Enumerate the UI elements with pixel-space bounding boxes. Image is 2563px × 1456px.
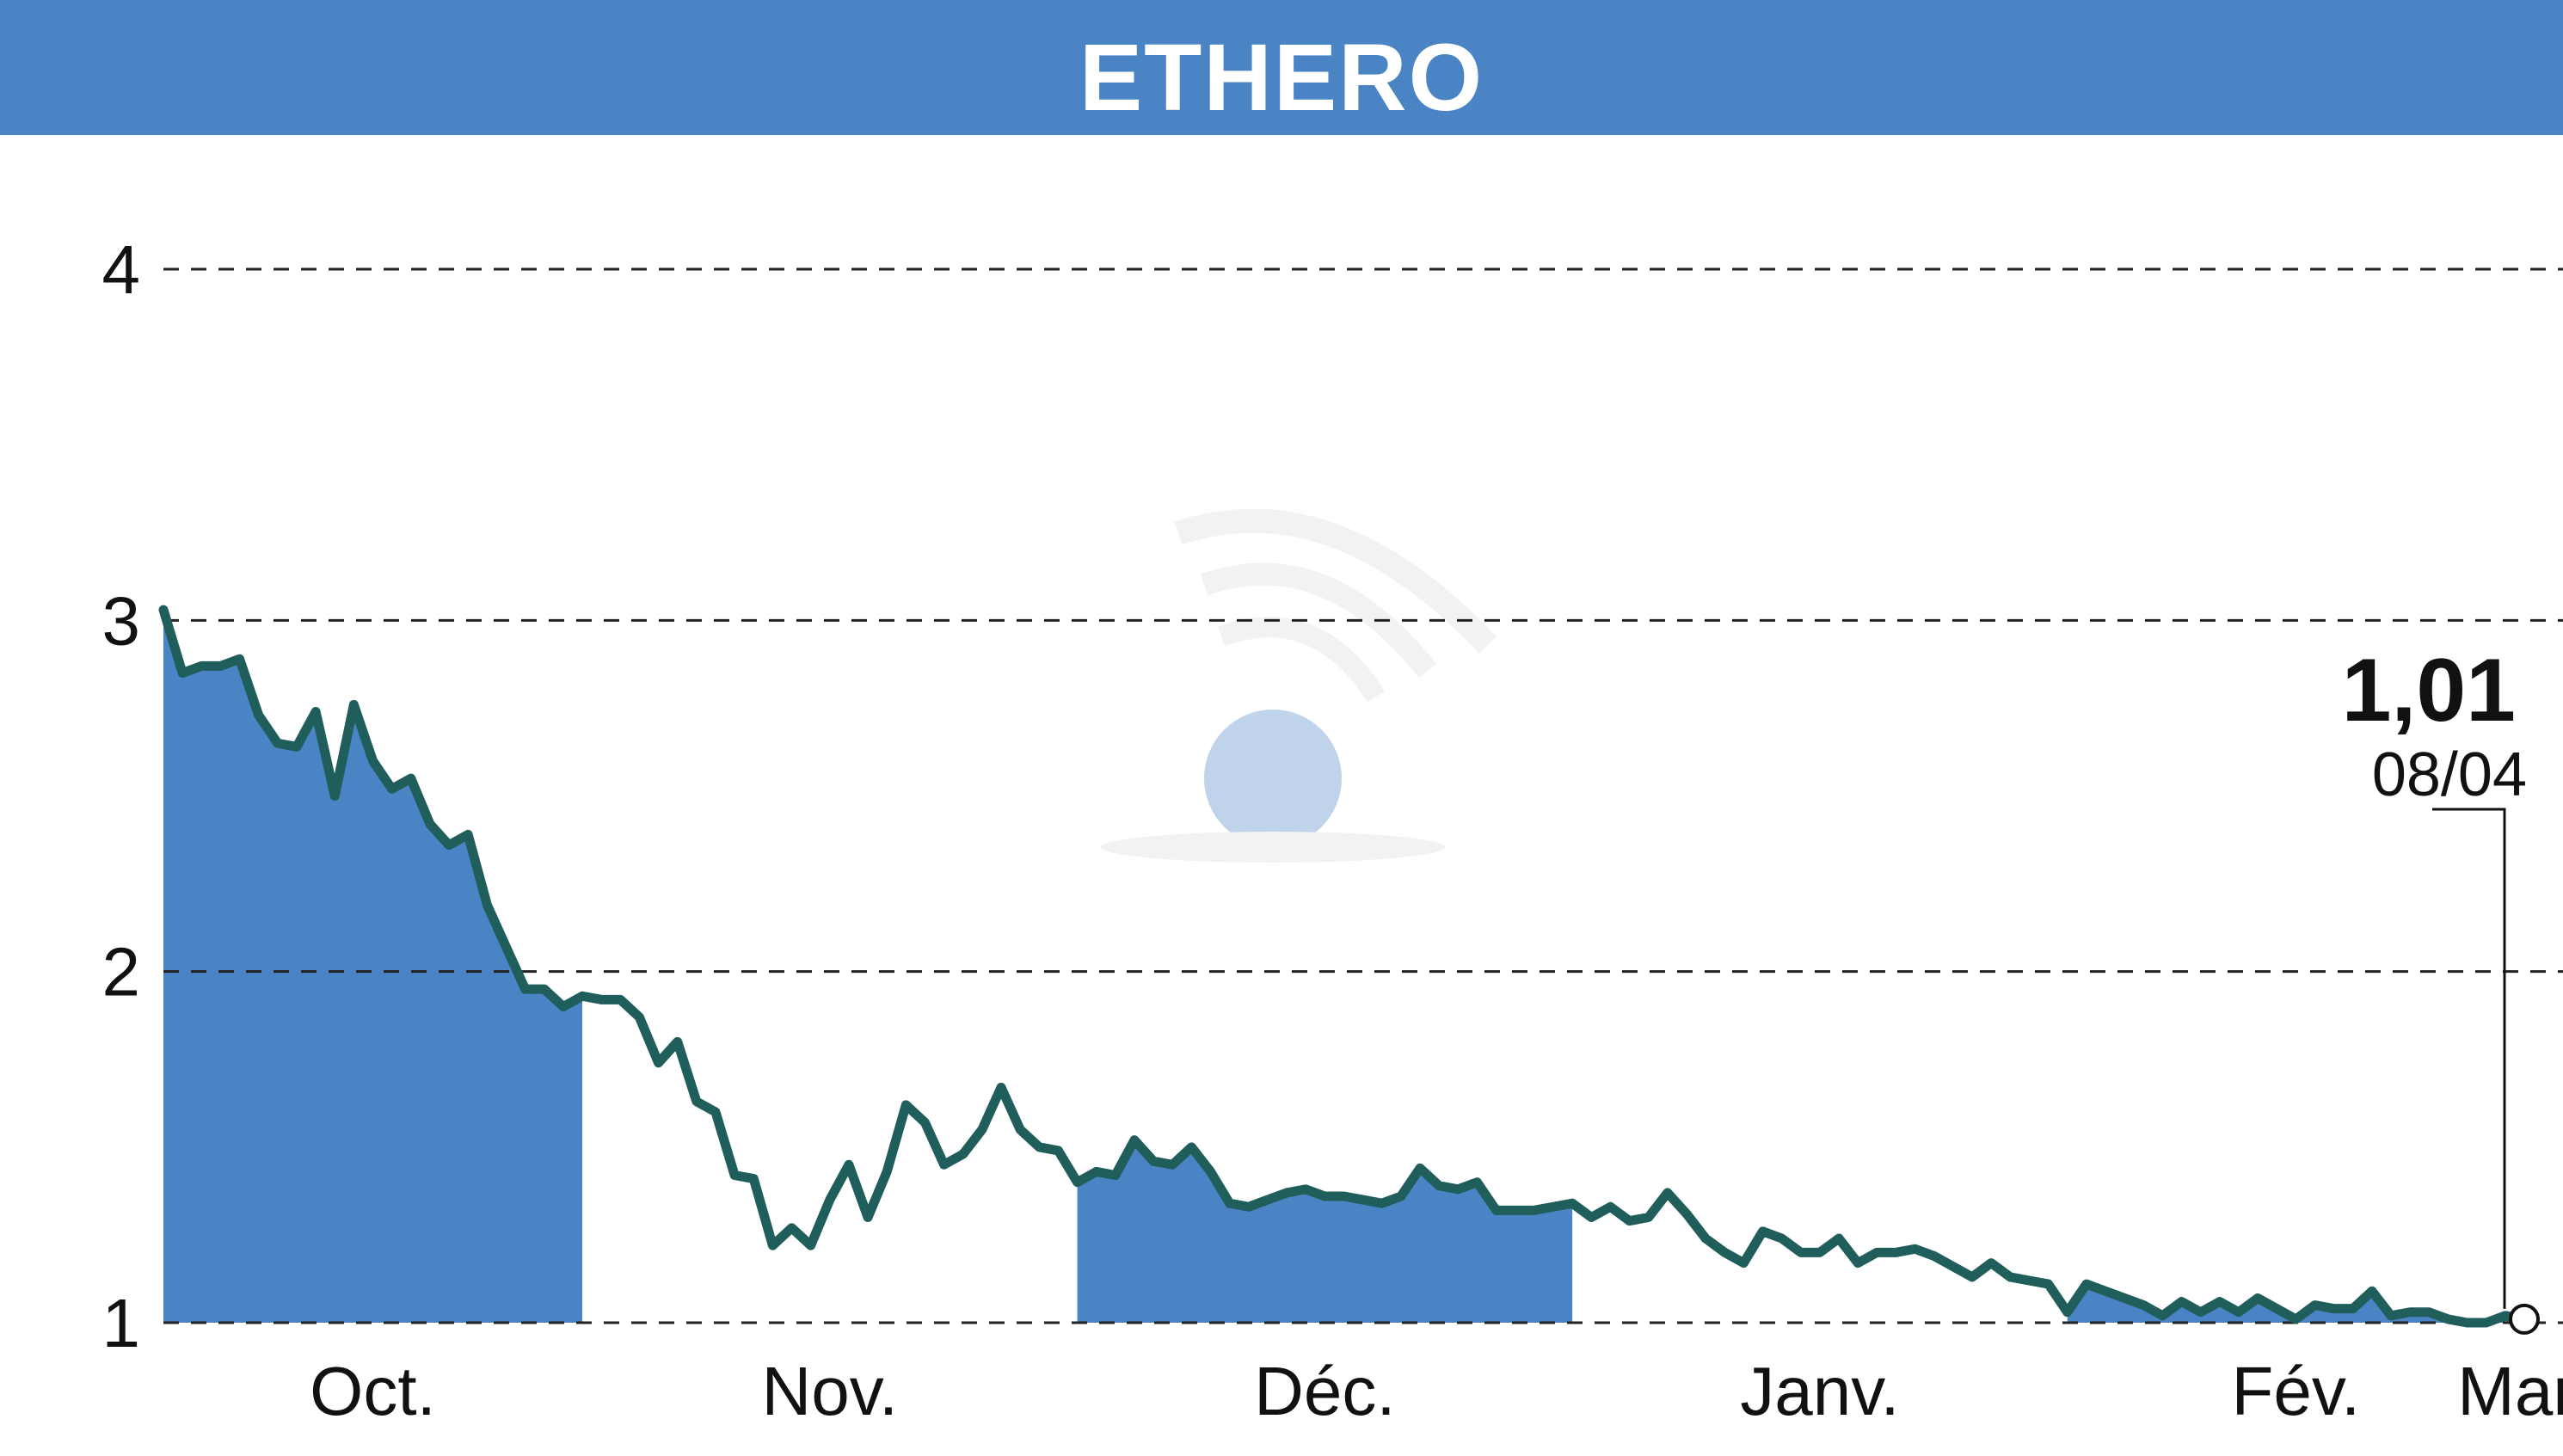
last-value-label: 1,01 — [2342, 641, 2516, 740]
month-bands — [163, 610, 2524, 1323]
x-tick-label: Mars — [2457, 1353, 2563, 1429]
y-axis-ticks: 1 2 3 4 — [102, 231, 141, 1361]
x-tick-label: Nov. — [762, 1353, 899, 1429]
month-band-2 — [1077, 1140, 1573, 1323]
x-tick-label: Fév. — [2232, 1353, 2361, 1429]
annotation-leader — [2432, 808, 2506, 1309]
last-date-label: 08/04 — [2372, 740, 2527, 809]
x-tick-label: Oct. — [310, 1353, 436, 1429]
chart-title: ETHERO — [1079, 25, 1484, 131]
month-band-0 — [163, 610, 583, 1323]
y-tick-label: 2 — [102, 934, 141, 1011]
y-tick-label: 1 — [102, 1285, 141, 1361]
y-tick-label: 3 — [102, 582, 141, 659]
x-tick-label: Déc. — [1254, 1353, 1396, 1429]
grid-lines — [163, 267, 2563, 1324]
title-banner — [0, 0, 2563, 135]
price-series — [158, 605, 2529, 1328]
watermark-logo — [1101, 508, 1497, 863]
y-tick-label: 4 — [102, 231, 141, 308]
x-axis-ticks: Oct.Nov.Déc.Janv.Fév.MarsA. — [310, 1353, 2563, 1429]
last-point-marker — [2509, 1303, 2540, 1335]
price-line — [158, 605, 2529, 1328]
x-tick-label: Janv. — [1740, 1353, 1899, 1429]
